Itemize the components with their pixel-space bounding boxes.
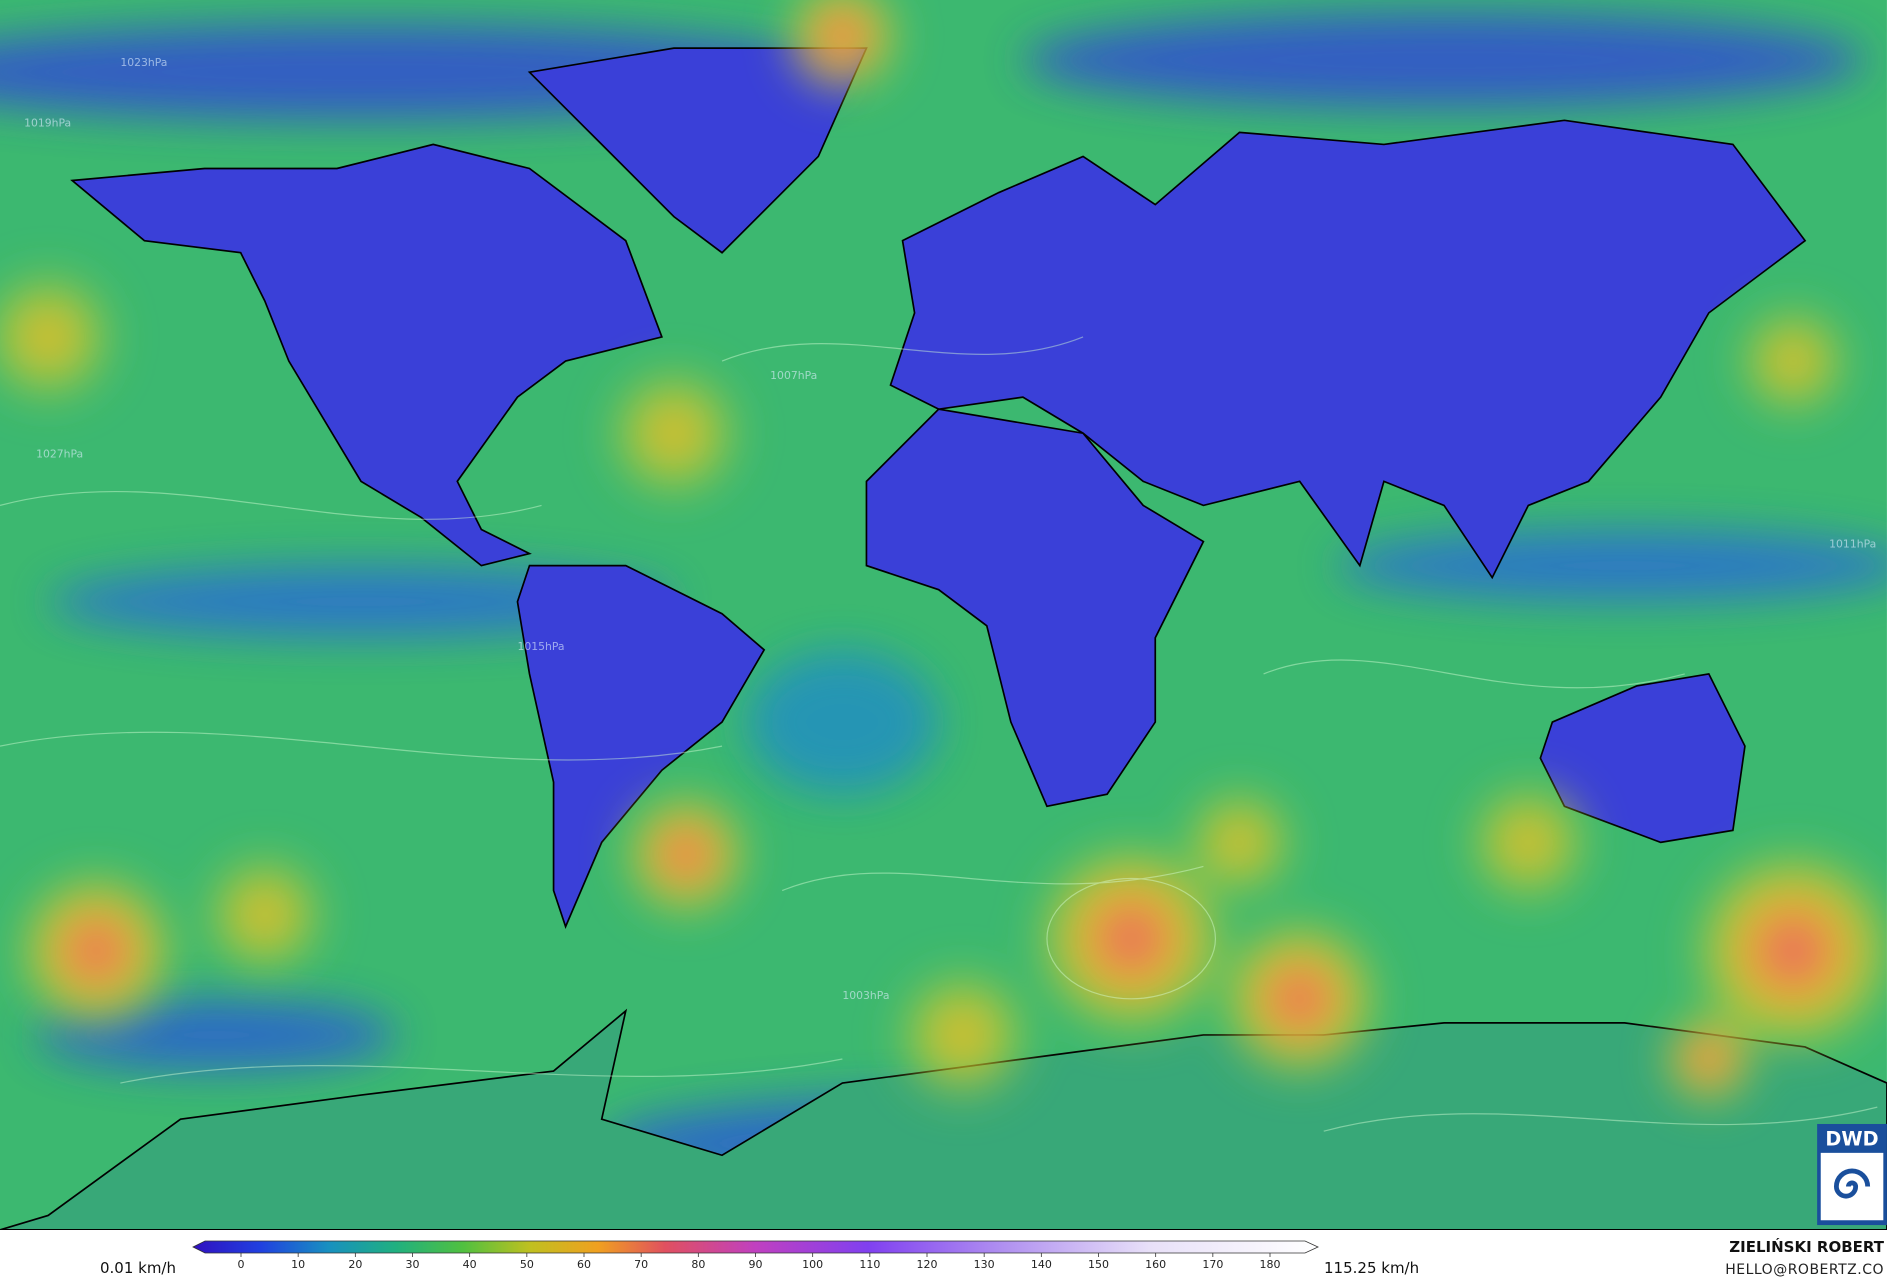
pressure-label: 1027hPa — [36, 447, 83, 460]
colorbar-tick-label: 70 — [634, 1258, 648, 1271]
dwd-logo: DWD — [1817, 1123, 1887, 1226]
colorbar-tick-label: 170 — [1202, 1258, 1223, 1271]
colorbar-max: 115.25 km/h — [1324, 1259, 1419, 1277]
streamlines — [0, 336, 1878, 1132]
pressure-label: 1023hPa — [120, 56, 167, 69]
colorbar-tick-label: 80 — [691, 1258, 705, 1271]
pressure-label: 1011hPa — [1829, 538, 1876, 551]
colorbar — [192, 1240, 1319, 1254]
colorbar-min: 0.01 km/h — [100, 1259, 176, 1277]
colorbar-tick-label: 130 — [974, 1258, 995, 1271]
colorbar-tick-label: 180 — [1260, 1258, 1281, 1271]
colorbar-tick-label: 100 — [802, 1258, 823, 1271]
wind-map: 1023hPa 1019hPa 1007hPa 1015hPa 1011hPa 1027h… — [0, 0, 1887, 1230]
pressure-label: 1007hPa — [770, 369, 817, 382]
pressure-labels: 1023hPa 1019hPa 1007hPa 1015hPa 1011hPa 1027h… — [24, 56, 1876, 1002]
colorbar-tick-label: 150 — [1088, 1258, 1109, 1271]
credit-email: HELLO@ROBERTZ.CO — [1725, 1262, 1884, 1278]
colorbar-tick-label: 10 — [291, 1258, 305, 1271]
colorbar-tick-label: 120 — [917, 1258, 938, 1271]
map-layer: 1023hPa 1019hPa 1007hPa 1015hPa 1011hPa 1027h… — [0, 0, 1887, 1230]
colorbar-tick-label: 30 — [406, 1258, 420, 1271]
colorbar-tick-label: 160 — [1145, 1258, 1166, 1271]
wind-vortices — [0, 0, 1887, 1108]
pressure-label: 1003hPa — [842, 989, 889, 1002]
colorbar-tick-label: 0 — [238, 1258, 245, 1271]
colorbar-tick-label: 40 — [463, 1258, 477, 1271]
legend-bar: 0.01 km/h 115.25 km/h ZIELIŃSKI ROBERT H… — [100, 1237, 1885, 1278]
pressure-label: 1015hPa — [517, 640, 564, 653]
colorbar-tick-label: 110 — [859, 1258, 880, 1271]
colorbar-tick-label: 50 — [520, 1258, 534, 1271]
logo-text: DWD — [1825, 1128, 1878, 1151]
colorbar-tick-label: 60 — [577, 1258, 591, 1271]
continents — [0, 47, 1887, 1230]
pressure-label: 1019hPa — [24, 116, 71, 129]
colorbar-tick-label: 20 — [348, 1258, 362, 1271]
colorbar-tick-label: 140 — [1031, 1258, 1052, 1271]
colorbar-tick-label: 90 — [749, 1258, 763, 1271]
credit-name: ZIELIŃSKI ROBERT — [1729, 1237, 1884, 1256]
